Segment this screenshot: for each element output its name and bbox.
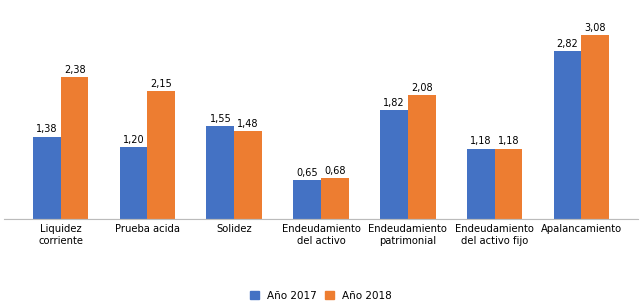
Bar <box>581 35 609 219</box>
Bar <box>234 131 262 219</box>
Text: 2,08: 2,08 <box>411 83 433 93</box>
Bar <box>61 77 89 219</box>
Bar <box>494 148 523 219</box>
Text: 1,38: 1,38 <box>36 124 58 134</box>
Text: 0,68: 0,68 <box>324 166 345 176</box>
Text: 1,48: 1,48 <box>238 119 259 129</box>
Text: 2,38: 2,38 <box>64 65 85 75</box>
Text: 0,65: 0,65 <box>297 168 318 178</box>
Bar <box>553 51 581 219</box>
Bar <box>33 136 61 219</box>
Text: 1,18: 1,18 <box>470 136 491 147</box>
Text: 1,20: 1,20 <box>123 135 144 145</box>
Bar <box>119 147 148 219</box>
Text: 1,18: 1,18 <box>498 136 519 147</box>
Bar <box>467 148 494 219</box>
Text: 1,82: 1,82 <box>383 98 404 108</box>
Legend: Año 2017, Año 2018: Año 2017, Año 2018 <box>247 288 395 304</box>
Bar <box>293 180 321 219</box>
Text: 3,08: 3,08 <box>584 23 606 33</box>
Bar <box>380 110 408 219</box>
Text: 2,82: 2,82 <box>557 39 578 49</box>
Bar <box>408 95 435 219</box>
Bar <box>321 178 349 219</box>
Text: 2,15: 2,15 <box>150 78 172 88</box>
Bar <box>207 126 234 219</box>
Text: 1,55: 1,55 <box>209 114 231 124</box>
Bar <box>148 91 175 219</box>
